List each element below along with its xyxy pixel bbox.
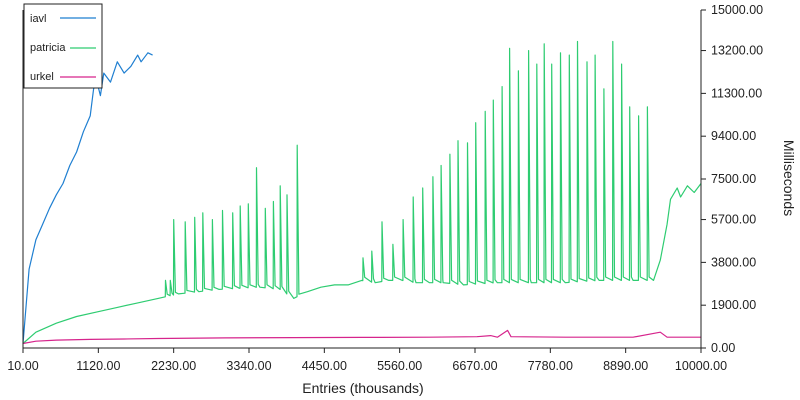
- x-tick-label: 10000.00: [675, 359, 727, 373]
- y-tick-label: 13200.00: [711, 44, 763, 58]
- y-tick-label: 15000.00: [711, 3, 763, 17]
- x-tick-label: 6670.00: [452, 359, 497, 373]
- x-tick-label: 3340.00: [226, 359, 271, 373]
- series-line-urkel: [22, 329, 701, 345]
- series-line-patricia: [22, 40, 702, 344]
- y-tick-label: 7500.00: [711, 172, 756, 186]
- x-tick-label: 1120.00: [76, 359, 120, 373]
- tick-layer: 10.00 1120.00 2230.00 3340.00 4450.00 5560.00…: [7, 3, 763, 373]
- x-axis-title: Entries (thousands): [302, 380, 423, 396]
- x-tick-label: 4450.00: [302, 359, 347, 373]
- x-tick-label: 5560.00: [377, 359, 422, 373]
- axes-layer: [22, 10, 702, 349]
- y-tick-label: 9400.00: [711, 129, 756, 143]
- y-tick-label: 3800.00: [711, 255, 756, 269]
- legend-label-patricia: patricia: [30, 42, 66, 54]
- y-tick-label: 1900.00: [711, 298, 756, 312]
- y-tick-label: 5700.00: [711, 213, 756, 227]
- x-tick-label: 8890.00: [603, 359, 648, 373]
- y-axis-title: Milliseconds: [781, 140, 797, 216]
- series-layer: [22, 40, 702, 345]
- y-tick-label: 11300.00: [711, 86, 762, 100]
- legend-label-urkel: urkel: [30, 71, 54, 83]
- y-tick-label: 0.00: [711, 341, 735, 355]
- x-tick-label: 2230.00: [151, 359, 196, 373]
- legend-label-iavl: iavl: [30, 13, 47, 25]
- x-tick-label: 7780.00: [528, 359, 573, 373]
- x-tick-label: 10.00: [7, 359, 38, 373]
- series-line-iavl: [22, 52, 153, 344]
- legend: iavl patricia urkel: [23, 3, 103, 89]
